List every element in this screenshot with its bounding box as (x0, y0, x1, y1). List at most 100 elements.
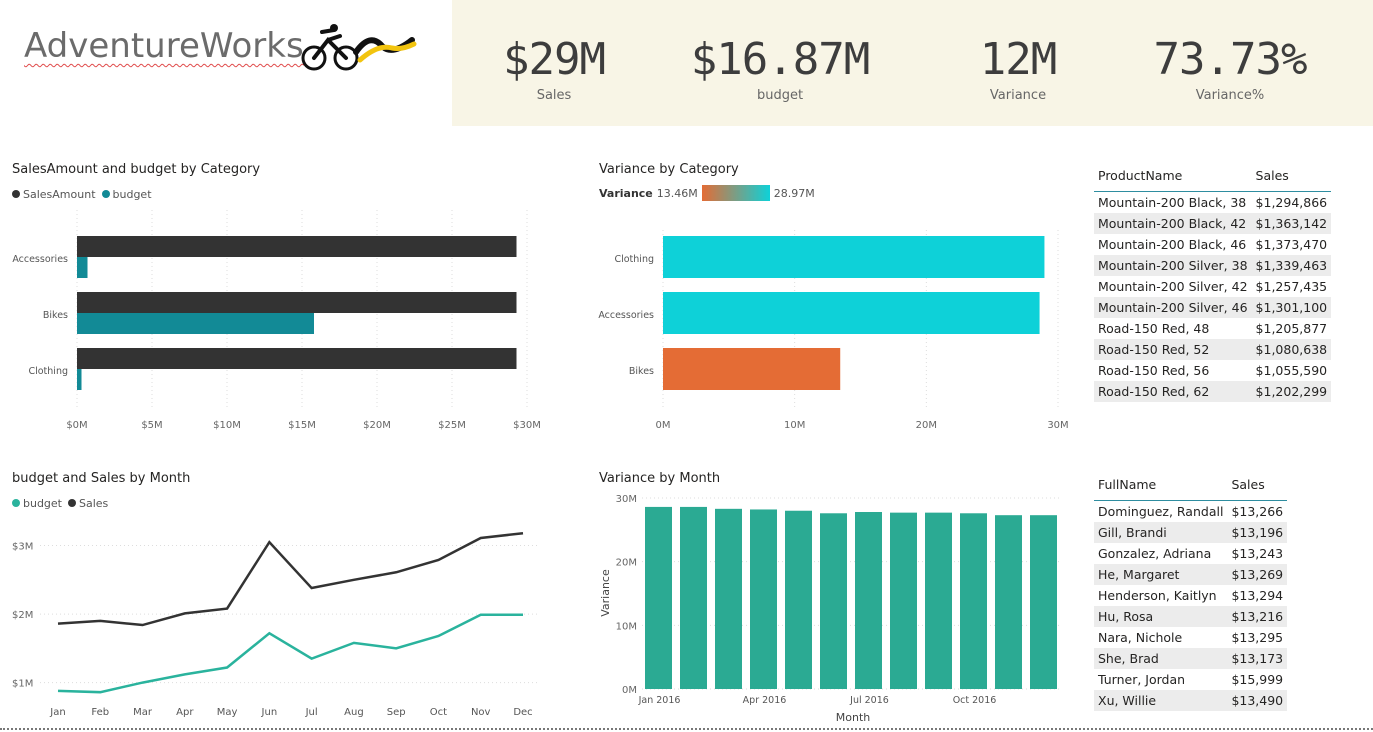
kpi-value: 73.73% (1153, 34, 1308, 85)
chart2-legend[interactable]: Variance 13.46M 28.97M (599, 185, 815, 201)
series-line-budget[interactable] (57, 613, 523, 694)
table-row[interactable]: Henderson, Kaitlyn $13,294 (1094, 585, 1287, 606)
y-tick-label: 0M (622, 685, 637, 696)
column-variance[interactable] (750, 509, 777, 689)
bar-budget[interactable] (77, 257, 88, 278)
column-variance[interactable] (925, 512, 952, 689)
sales-cell: $1,080,638 (1251, 339, 1332, 360)
legend-item-salesamount[interactable]: SalesAmount (12, 188, 96, 201)
sales-cell: $1,339,463 (1251, 255, 1332, 276)
bar-salesamount[interactable] (77, 236, 517, 257)
chart3-legend[interactable]: budget Sales (12, 497, 108, 510)
legend-item-budget[interactable]: budget (12, 497, 62, 510)
kpi-value: $29M (503, 34, 606, 85)
column-variance[interactable] (1030, 515, 1057, 689)
sales-cell: $13,269 (1227, 564, 1288, 585)
table-row[interactable]: Road-150 Red, 62 $1,202,299 (1094, 381, 1332, 402)
kpi-card-sales[interactable]: $29M Sales (444, 34, 664, 103)
column-variance[interactable] (820, 513, 847, 689)
sales-cell: $1,202,299 (1251, 381, 1332, 402)
kpi-band: $29M Sales $16.87M budget 12M Variance 7… (452, 0, 1373, 126)
column-variance[interactable] (715, 508, 742, 689)
table-row[interactable]: Gonzalez, Adriana $13,243 (1094, 543, 1287, 564)
kpi-label: budget (756, 88, 804, 103)
table-row[interactable]: He, Margaret $13,269 (1094, 564, 1288, 585)
bar-budget[interactable] (77, 313, 314, 334)
x-tick-label: $0M (66, 420, 87, 431)
x-tick-label: Dec (513, 707, 532, 718)
legend-item-budget[interactable]: budget (101, 188, 152, 201)
table-row[interactable]: Dominguez, Randall $13,266 (1094, 501, 1287, 523)
x-tick-label: Oct 2016 (953, 695, 997, 706)
table-row[interactable]: Mountain-200 Black, 42 $1,363,142 (1094, 213, 1332, 234)
table-row[interactable]: Nara, Nichole $13,295 (1094, 627, 1287, 648)
people-table[interactable]: FullName Sales Dominguez, Randall $13,266… (1094, 477, 1288, 711)
chart3-svg[interactable]: $3M $2M $1M Jan Feb Mar Apr May Jun Jul Aug Sep Oct N… (0, 515, 560, 725)
table-row[interactable]: Road-150 Red, 56 $1,055,590 (1094, 360, 1331, 381)
name-cell: Mountain-200 Silver, 42 (1098, 279, 1248, 294)
bar-salesamount[interactable] (77, 292, 517, 313)
sales-cell: $13,173 (1227, 648, 1288, 669)
column-variance[interactable] (680, 506, 707, 689)
products-table[interactable]: ProductName Sales Mountain-200 Black, 38… (1094, 168, 1332, 402)
column-header-productname[interactable]: ProductName (1094, 168, 1252, 192)
column-variance[interactable] (960, 513, 987, 689)
column-variance[interactable] (785, 510, 812, 689)
bar-variance[interactable] (663, 348, 841, 390)
x-tick-label: Mar (133, 707, 153, 718)
table-row[interactable]: Gill, Brandi $13,196 (1094, 522, 1288, 543)
bar-budget[interactable] (77, 369, 82, 390)
table-row[interactable]: Mountain-200 Silver, 38 $1,339,463 (1094, 255, 1332, 276)
chart2-svg[interactable]: 0M 10M 20M 30M Clothing Accessories Bikes (590, 205, 1080, 435)
bar-variance[interactable] (663, 236, 1045, 278)
bar-variance[interactable] (663, 292, 1040, 334)
x-tick-label: Aug (344, 707, 364, 718)
cyclist-logo-icon (301, 24, 417, 71)
y-tick-label: $2M (12, 610, 33, 621)
chart1-legend[interactable]: SalesAmount budget (12, 188, 152, 201)
legend-item-sales[interactable]: Sales (68, 497, 108, 510)
table-row[interactable]: Xu, Willie $13,490 (1094, 690, 1288, 711)
kpi-card-variance[interactable]: 12M Variance (908, 34, 1128, 103)
sales-cell: $1,301,100 (1251, 297, 1332, 318)
x-tick-label: Jun (261, 707, 278, 718)
sales-cell: $13,490 (1227, 690, 1288, 711)
column-header-fullname[interactable]: FullName (1094, 477, 1228, 501)
x-tick-label: 0M (656, 420, 671, 431)
series-line-sales[interactable] (57, 531, 524, 627)
x-tick-label: 20M (916, 420, 937, 431)
table-row[interactable]: Hu, Rosa $13,216 (1094, 606, 1288, 627)
kpi-card-variance-pct[interactable]: 73.73% Variance% (1120, 34, 1340, 103)
x-tick-label: $10M (213, 420, 241, 431)
table-row[interactable]: Road-150 Red, 48 $1,205,877 (1094, 318, 1331, 339)
column-variance[interactable] (855, 512, 882, 689)
legend-label: Sales (79, 497, 109, 510)
sales-cell: $13,266 (1231, 504, 1284, 519)
y-tick-label: 10M (616, 621, 637, 632)
table-row[interactable]: Mountain-200 Black, 38 $1,294,866 (1094, 192, 1331, 214)
x-tick-label: May (217, 707, 238, 718)
table-row[interactable]: Mountain-200 Black, 46 $1,373,470 (1094, 234, 1331, 255)
table-row[interactable]: Turner, Jordan $15,999 (1094, 669, 1287, 690)
chart1-svg[interactable]: $0M $5M $10M $15M $20M $25M $30M Accessories Bik… (0, 205, 560, 435)
table-row[interactable]: Mountain-200 Silver, 42 $1,257,435 (1094, 276, 1331, 297)
column-variance[interactable] (890, 512, 917, 689)
column-header-sales[interactable]: Sales (1251, 168, 1332, 192)
sales-cell: $15,999 (1231, 672, 1284, 687)
chart2-title: Variance by Category (599, 162, 739, 177)
bar-salesamount[interactable] (77, 348, 517, 369)
sales-cell: $1,373,470 (1255, 237, 1328, 252)
name-cell: Nara, Nichole (1098, 630, 1183, 645)
column-variance[interactable] (995, 515, 1022, 689)
x-tick-label: $25M (438, 420, 466, 431)
column-header-sales[interactable]: Sales (1227, 477, 1288, 501)
table-row[interactable]: Mountain-200 Silver, 46 $1,301,100 (1094, 297, 1332, 318)
column-variance[interactable] (645, 506, 672, 689)
kpi-label: Variance (989, 88, 1047, 103)
kpi-card-budget[interactable]: $16.87M budget (670, 34, 890, 103)
x-tick-label: Apr (176, 707, 194, 718)
table-row[interactable]: She, Brad $13,173 (1094, 648, 1288, 669)
table-row[interactable]: Road-150 Red, 52 $1,080,638 (1094, 339, 1332, 360)
category-label: Clothing (614, 254, 654, 265)
